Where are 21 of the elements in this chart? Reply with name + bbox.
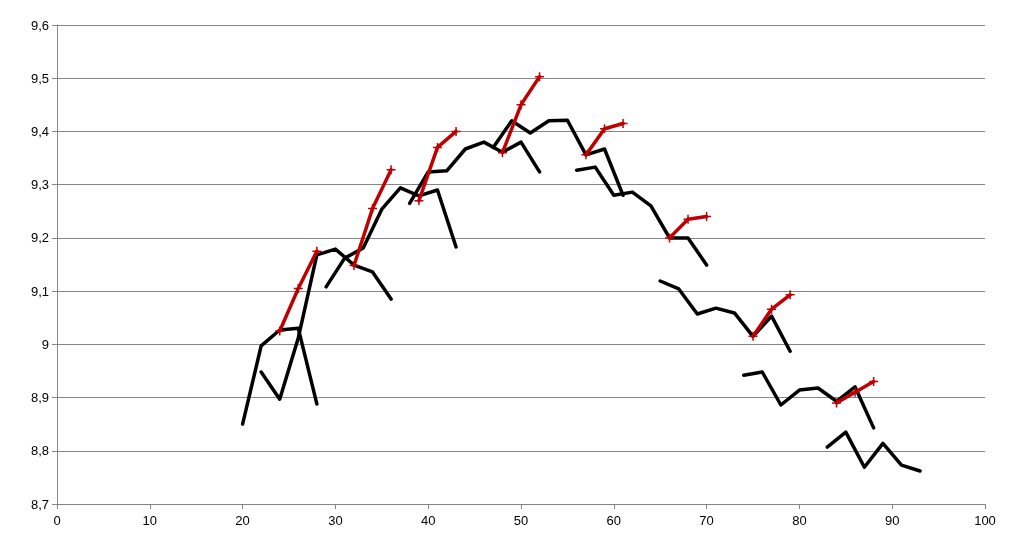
x-tick-label: 100 bbox=[974, 513, 996, 528]
y-tick-label: 9,4 bbox=[30, 123, 49, 139]
x-tick-label: 30 bbox=[328, 513, 343, 528]
y-tick-label: 9 bbox=[41, 336, 49, 352]
x-tick-label: 40 bbox=[420, 513, 436, 528]
y-tick-label: 8,9 bbox=[30, 390, 49, 406]
x-tick-label: 50 bbox=[513, 513, 529, 528]
x-tick-label: 90 bbox=[884, 513, 900, 528]
y-tick-label: 9,3 bbox=[30, 177, 49, 193]
x-tick-label: 10 bbox=[142, 513, 158, 528]
x-tick-label: 60 bbox=[606, 513, 622, 528]
y-tick-label: 9,5 bbox=[30, 70, 49, 86]
y-tick-label: 9,2 bbox=[30, 230, 49, 246]
x-tick-label: 0 bbox=[53, 513, 61, 528]
x-tick-label: 20 bbox=[235, 513, 250, 528]
y-tick-label: 8,7 bbox=[30, 496, 49, 512]
x-tick-label: 70 bbox=[699, 513, 714, 528]
y-tick-label: 8,8 bbox=[30, 443, 49, 459]
y-tick-label: 9,6 bbox=[30, 17, 49, 33]
x-tick-label: 80 bbox=[792, 513, 807, 528]
y-tick-label: 9,1 bbox=[30, 283, 49, 299]
